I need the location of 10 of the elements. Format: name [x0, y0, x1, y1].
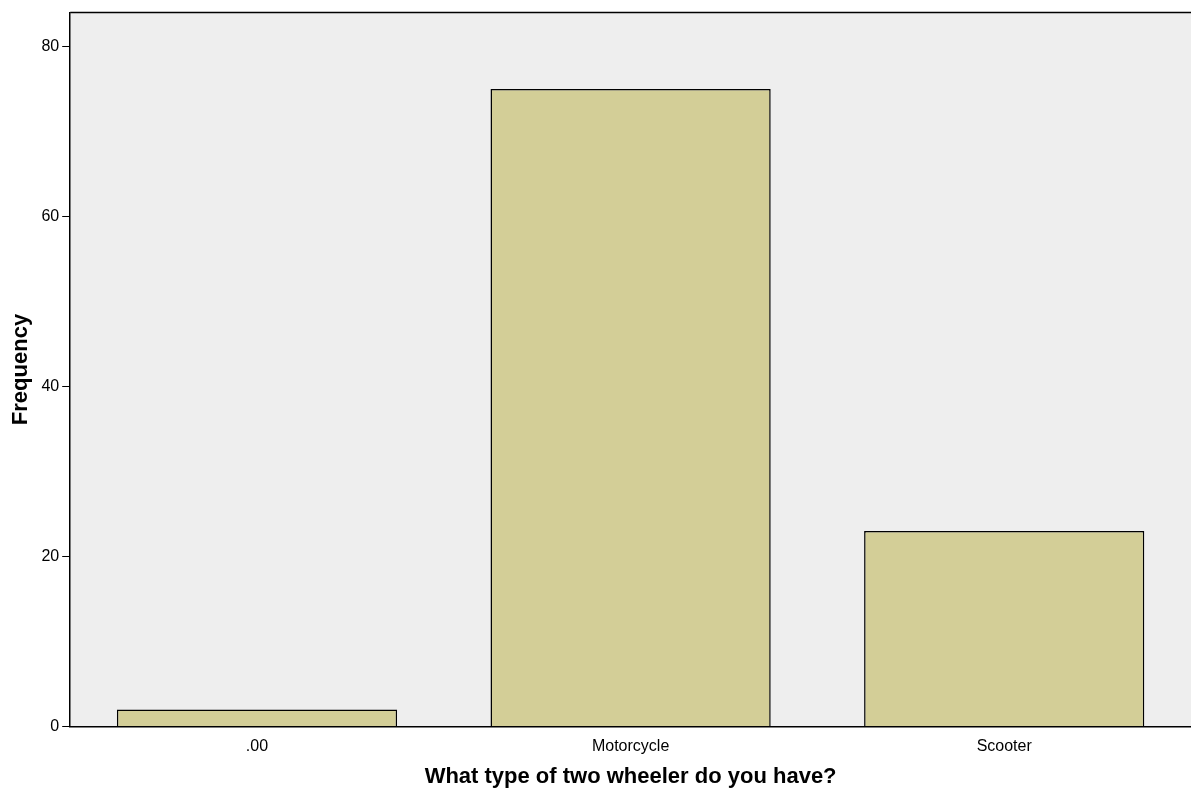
y-tick-label: 80: [41, 37, 60, 54]
y-tick-label: 60: [41, 206, 60, 224]
y-tick-label: 40: [41, 376, 60, 394]
y-axis-title: Frequency: [7, 313, 33, 426]
x-tick-label: Motorcycle: [591, 737, 670, 755]
x-axis-title: What type of two wheeler do you have?: [424, 762, 837, 788]
y-tick-label: 20: [41, 546, 60, 564]
x-tick-label: Scooter: [976, 737, 1033, 755]
x-tick-label: .00: [245, 737, 269, 755]
y-tick-label: 0: [50, 716, 60, 734]
